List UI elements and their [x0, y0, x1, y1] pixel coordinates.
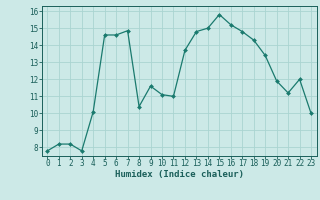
X-axis label: Humidex (Indice chaleur): Humidex (Indice chaleur): [115, 170, 244, 179]
